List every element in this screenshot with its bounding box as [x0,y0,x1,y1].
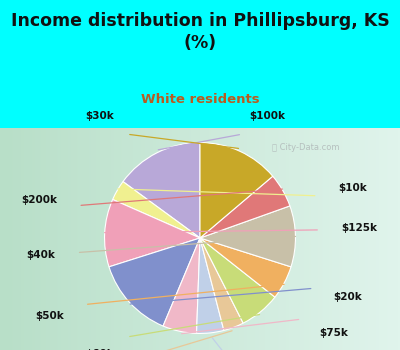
Wedge shape [113,182,200,238]
Text: $75k: $75k [319,328,348,338]
Wedge shape [200,176,290,238]
Text: $200k: $200k [21,195,57,205]
Wedge shape [123,142,200,238]
Text: $60k: $60k [85,349,114,350]
Text: $30k: $30k [85,111,114,121]
Text: ⓘ City-Data.com: ⓘ City-Data.com [272,144,340,153]
Wedge shape [200,206,296,267]
Text: $50k: $50k [36,311,64,321]
Wedge shape [109,238,200,326]
Wedge shape [104,199,200,267]
Text: $100k: $100k [250,111,286,121]
Text: $10k: $10k [338,183,367,193]
Text: $40k: $40k [26,250,55,260]
Text: Income distribution in Phillipsburg, KS
(%): Income distribution in Phillipsburg, KS … [11,12,389,52]
Wedge shape [200,238,291,297]
Wedge shape [200,238,275,323]
Wedge shape [196,238,224,334]
Text: White residents: White residents [141,93,259,106]
Wedge shape [163,238,200,334]
Text: $125k: $125k [341,223,377,233]
Wedge shape [200,142,273,238]
Text: $20k: $20k [334,292,362,302]
Wedge shape [200,238,243,330]
